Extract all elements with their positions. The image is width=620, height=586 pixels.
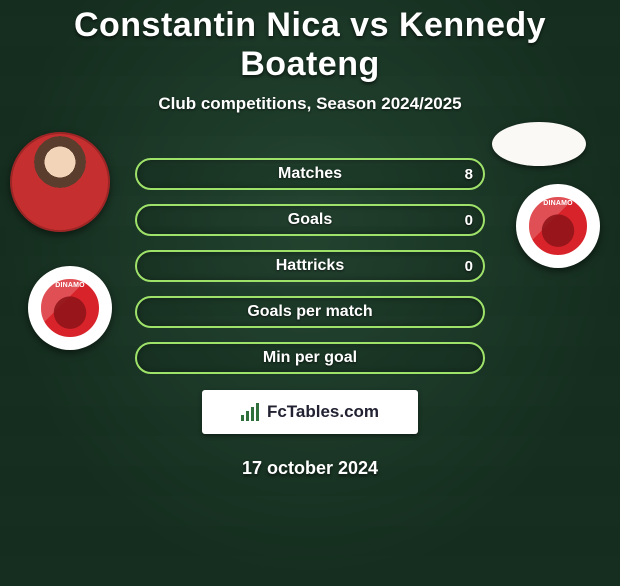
brand-text: FcTables.com [267,402,379,422]
stat-label: Goals per match [247,303,372,321]
crest-text: DINAMO [529,200,587,207]
stat-label: Hattricks [276,257,344,275]
page-title: Constantin Nica vs Kennedy Boateng [0,6,620,84]
player2-photo [492,122,586,166]
brand-badge[interactable]: FcTables.com [202,390,418,434]
player1-club-crest: DINAMO [28,266,112,350]
player1-photo [10,132,110,232]
stat-row-matches: Matches 8 [135,158,485,190]
stat-label: Matches [278,165,342,183]
date-text: 17 october 2024 [0,458,620,479]
bars-icon [241,403,261,421]
stat-row-goals-per-match: Goals per match [135,296,485,328]
stat-label: Goals [288,211,332,229]
stat-value-right: 0 [465,258,473,275]
stats-list: Matches 8 Goals 0 Hattricks 0 Goals per … [135,158,485,374]
crest-text: DINAMO [41,282,99,289]
stat-value-right: 0 [465,212,473,229]
player2-club-crest: DINAMO [516,184,600,268]
stat-value-right: 8 [465,166,473,183]
stat-row-goals: Goals 0 [135,204,485,236]
subtitle: Club competitions, Season 2024/2025 [0,94,620,114]
stat-row-min-per-goal: Min per goal [135,342,485,374]
stat-row-hattricks: Hattricks 0 [135,250,485,282]
stat-label: Min per goal [263,349,357,367]
